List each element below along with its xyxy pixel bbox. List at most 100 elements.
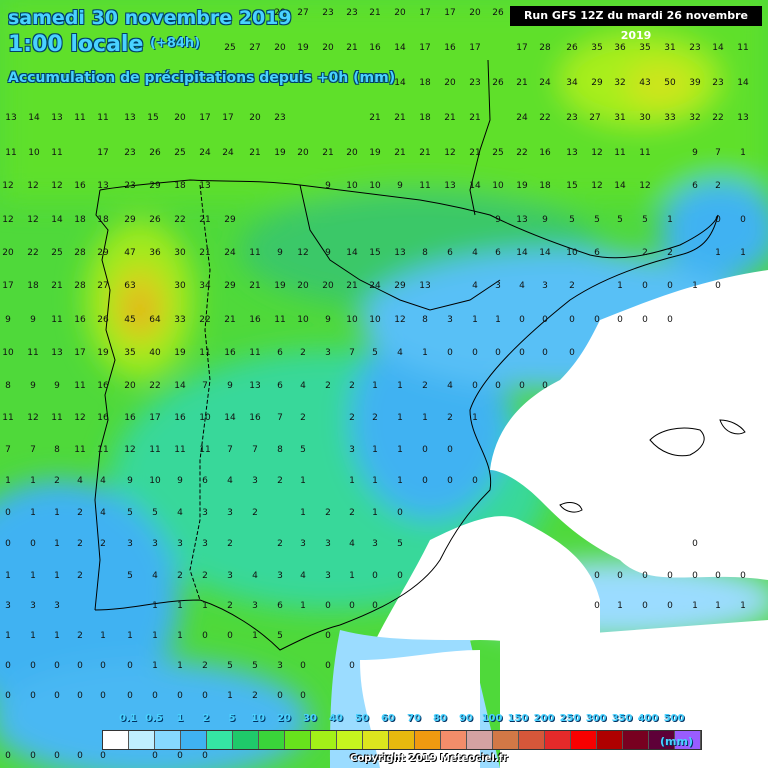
grid-value: 14	[394, 78, 406, 88]
grid-value: 2	[300, 413, 306, 423]
grid-value: 13	[124, 113, 135, 123]
grid-value: 10	[492, 181, 504, 191]
grid-value: 43	[639, 78, 650, 88]
grid-value: 1	[397, 445, 403, 455]
grid-value: 0	[715, 215, 721, 225]
grid-value: 0	[447, 445, 453, 455]
grid-value: 4	[447, 381, 453, 391]
grid-value: 16	[74, 181, 86, 191]
grid-value: 0	[667, 571, 673, 581]
grid-value: 13	[394, 248, 405, 258]
grid-value: 4	[472, 281, 478, 291]
grid-value: 21	[346, 281, 357, 291]
grid-value: 21	[369, 8, 380, 18]
grid-value: 7	[252, 445, 258, 455]
grid-value: 19	[516, 181, 528, 191]
grid-value: 12	[591, 148, 602, 158]
grid-value: 0	[372, 601, 378, 611]
grid-value: 12	[2, 215, 13, 225]
legend-label: 70	[407, 713, 421, 724]
grid-value: 18	[74, 215, 86, 225]
grid-value: 17	[444, 8, 455, 18]
grid-value: 3	[152, 539, 158, 549]
grid-value: 6	[277, 348, 283, 358]
grid-value: 5	[127, 571, 133, 581]
grid-value: 2	[300, 348, 306, 358]
grid-value: 2	[202, 661, 208, 671]
grid-value: 35	[639, 43, 650, 53]
grid-value: 1	[30, 631, 36, 641]
grid-value: 11	[74, 381, 85, 391]
grid-value: 10	[369, 181, 381, 191]
grid-value: 2	[252, 691, 258, 701]
grid-value: 31	[664, 43, 675, 53]
grid-value: 0	[227, 631, 233, 641]
grid-value: 32	[614, 78, 625, 88]
grid-value: 3	[277, 571, 283, 581]
grid-value: 35	[591, 43, 602, 53]
grid-value: 26	[492, 78, 504, 88]
grid-value: 0	[77, 661, 83, 671]
grid-value: 17	[419, 43, 430, 53]
grid-value: 21	[346, 43, 357, 53]
legend-swatch	[103, 731, 129, 749]
grid-value: 0	[472, 348, 478, 358]
grid-value: 0	[542, 315, 548, 325]
grid-value: 11	[199, 445, 210, 455]
grid-value: 1	[177, 661, 183, 671]
grid-value: 13	[199, 181, 210, 191]
grid-value: 22	[27, 248, 38, 258]
grid-value: 18	[27, 281, 39, 291]
grid-value: 1	[54, 631, 60, 641]
grid-value: 20	[297, 148, 309, 158]
grid-value: 9	[30, 315, 36, 325]
legend-label: 80	[433, 713, 447, 724]
grid-value: 1	[422, 348, 428, 358]
grid-value: 5	[252, 661, 258, 671]
grid-value: 1	[54, 508, 60, 518]
legend-swatch	[493, 731, 519, 749]
grid-value: 21	[322, 148, 333, 158]
legend-label: 90	[459, 713, 473, 724]
grid-value: 20	[469, 8, 481, 18]
grid-value: 17	[419, 8, 430, 18]
grid-value: 36	[149, 248, 161, 258]
grid-value: 19	[297, 43, 309, 53]
grid-value: 0	[100, 691, 106, 701]
grid-value: 5	[127, 508, 133, 518]
grid-value: 50	[664, 78, 676, 88]
grid-value: 0	[642, 571, 648, 581]
grid-value: 0	[5, 691, 11, 701]
grid-value: 1	[372, 476, 378, 486]
grid-value: 22	[712, 113, 723, 123]
grid-value: 12	[639, 181, 650, 191]
grid-value: 0	[642, 315, 648, 325]
legend-label: 1	[176, 713, 184, 724]
grid-value: 18	[419, 78, 431, 88]
grid-value: 18	[174, 181, 186, 191]
grid-value: 11	[74, 113, 85, 123]
grid-value: 2	[325, 381, 331, 391]
legend-swatch	[389, 731, 415, 749]
grid-value: 0	[692, 539, 698, 549]
grid-value: 2	[227, 601, 233, 611]
legend-label: 150	[507, 713, 529, 724]
grid-value: 0	[642, 601, 648, 611]
grid-value: 4	[100, 508, 106, 518]
grid-value: 0	[617, 571, 623, 581]
grid-value: 0	[594, 571, 600, 581]
grid-value: 1	[349, 476, 355, 486]
grid-value: 10	[346, 181, 358, 191]
grid-value: 2	[77, 571, 83, 581]
grid-value: 0	[5, 508, 11, 518]
grid-value: 23	[689, 43, 700, 53]
grid-value: 0	[152, 691, 158, 701]
grid-value: 1	[397, 413, 403, 423]
grid-value: 9	[127, 476, 133, 486]
grid-value: 13	[5, 113, 16, 123]
grid-value: 1	[177, 631, 183, 641]
legend-swatch	[675, 731, 701, 749]
grid-value: 6	[692, 181, 698, 191]
grid-value: 0	[715, 281, 721, 291]
grid-value: 0	[397, 571, 403, 581]
